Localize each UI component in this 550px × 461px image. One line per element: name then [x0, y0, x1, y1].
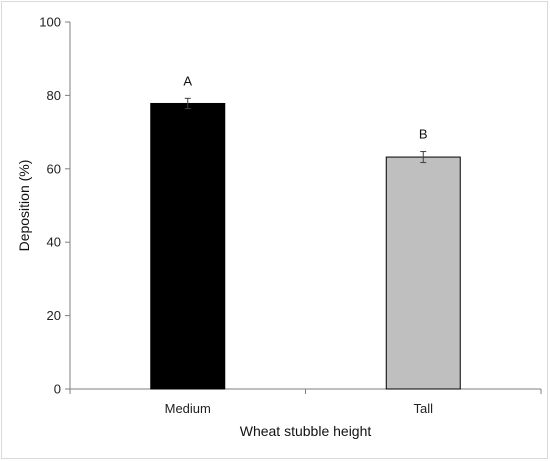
y-tick-label: 60	[47, 161, 61, 176]
significance-letter: A	[183, 73, 192, 88]
y-tick-label: 0	[54, 382, 61, 397]
bars	[150, 102, 461, 390]
y-tick-label: 20	[47, 308, 61, 323]
y-axis: 0 20 40 60 80 100	[39, 15, 71, 397]
y-tick-label: 80	[47, 88, 61, 103]
y-tick-label: 40	[47, 235, 61, 250]
x-tick-label: Medium	[165, 401, 211, 416]
x-axis-title: Wheat stubble height	[240, 423, 372, 439]
error-bars	[184, 97, 427, 164]
x-tick-label: Tall	[413, 401, 433, 416]
significance-letters: AB	[183, 73, 427, 141]
bar-medium	[150, 102, 226, 390]
y-tick-label: 100	[39, 15, 61, 30]
bar-tall	[385, 156, 461, 390]
significance-letter: B	[419, 127, 428, 142]
x-axis: Medium Tall	[69, 388, 542, 416]
y-axis-title: Deposition (%)	[16, 160, 32, 252]
